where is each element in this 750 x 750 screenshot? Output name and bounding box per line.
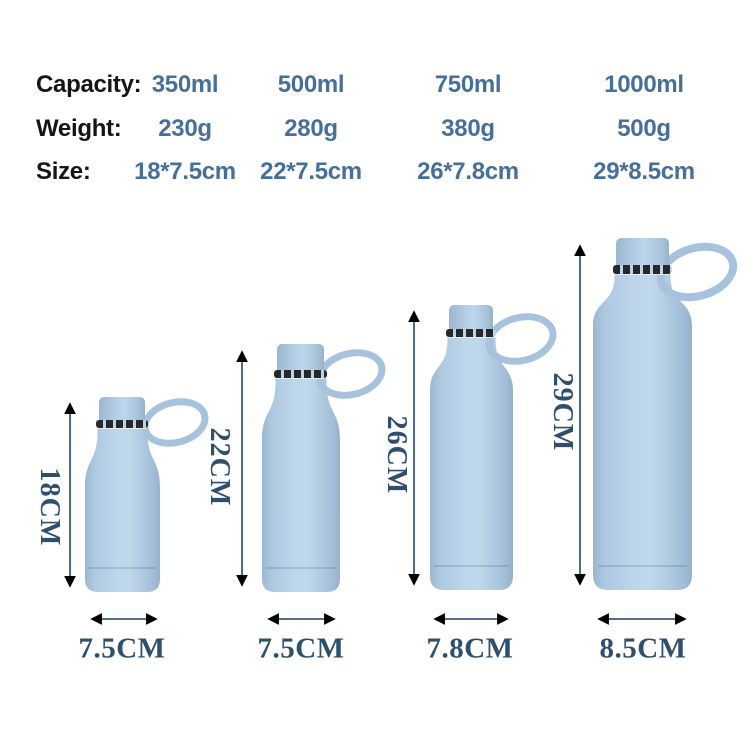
size-value-4: 29*8.5cm <box>593 158 695 185</box>
diameter-label-1000ml: 8.5CM <box>599 632 687 665</box>
capacity-label: Capacity: <box>36 71 142 98</box>
size-value-3: 26*7.8cm <box>417 158 519 185</box>
weight-value-2: 280g <box>284 115 338 142</box>
spec-row-capacity: Capacity: 350ml 500ml 750ml 1000ml <box>0 70 750 100</box>
height-label-500ml: 22CM <box>204 427 235 507</box>
neck-ring <box>274 370 327 378</box>
bottle-body <box>593 274 692 590</box>
capacity-value-4: 1000ml <box>604 71 684 98</box>
bottle-body <box>262 378 340 592</box>
weight-value-1: 230g <box>158 115 212 142</box>
bottle-cap <box>99 397 145 421</box>
height-label-1000ml: 29CM <box>547 372 578 452</box>
capacity-value-1: 350ml <box>151 71 219 98</box>
bottle-cap <box>449 305 493 330</box>
weight-value-3: 380g <box>441 115 495 142</box>
neck-ring <box>96 420 148 428</box>
spec-row-size: Size: 18*7.5cm 22*7.5cm 26*7.8cm 29*8.5c… <box>0 157 750 187</box>
capacity-value-2: 500ml <box>277 71 345 98</box>
neck-ring <box>613 265 672 274</box>
size-value-2: 22*7.5cm <box>260 158 362 185</box>
bottle-body <box>85 428 160 592</box>
bottle-body <box>430 337 513 590</box>
diameter-label-350ml: 7.5CM <box>78 632 166 665</box>
size-value-1: 18*7.5cm <box>134 158 236 185</box>
weight-label: Weight: <box>36 115 122 142</box>
weight-value-4: 500g <box>617 115 671 142</box>
height-label-350ml: 18CM <box>34 467 65 547</box>
size-label: Size: <box>36 158 91 185</box>
neck-ring <box>446 329 496 337</box>
spec-row-weight: Weight: 230g 280g 380g 500g <box>0 114 750 144</box>
bottle-cap <box>277 344 324 371</box>
height-label-750ml: 26CM <box>381 415 412 495</box>
capacity-value-3: 750ml <box>434 71 502 98</box>
diameter-label-500ml: 7.5CM <box>257 632 345 665</box>
bottle-cap <box>616 238 669 266</box>
diameter-label-750ml: 7.8CM <box>426 632 514 665</box>
